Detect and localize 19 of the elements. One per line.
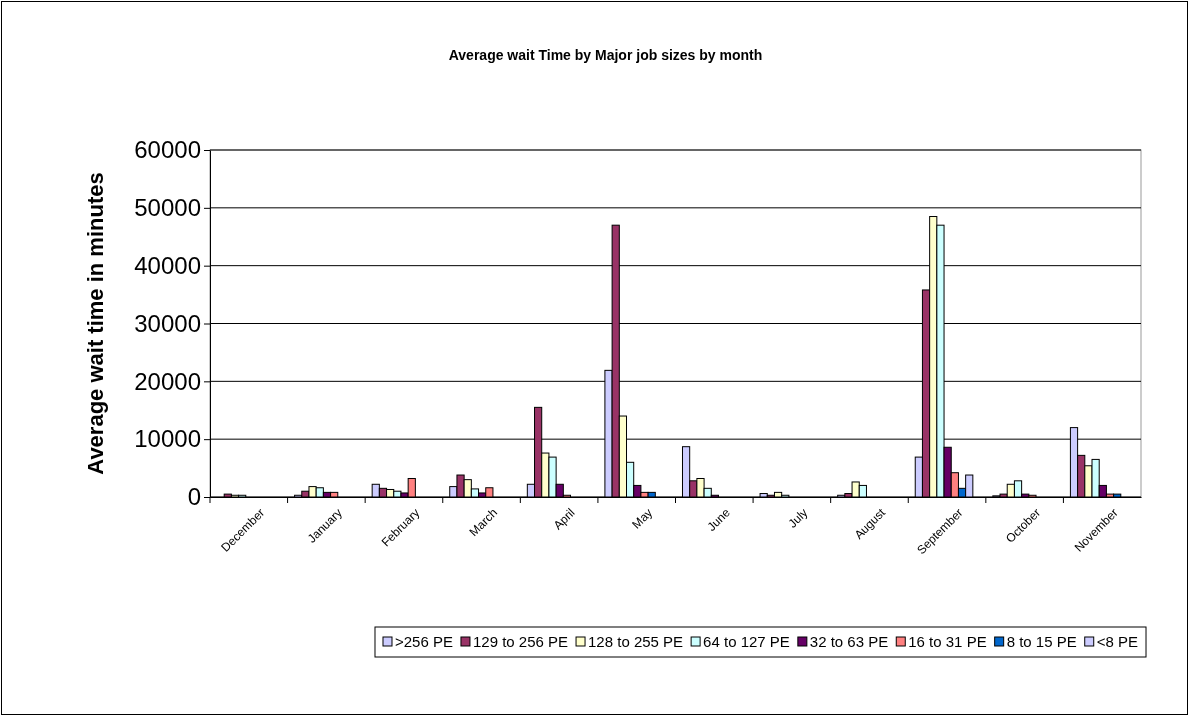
- legend-label: 64 to 127 PE: [703, 633, 790, 650]
- y-tick-label: 10000: [134, 425, 201, 453]
- legend-label: 32 to 63 PE: [809, 633, 889, 650]
- chart-title: Average wait Time by Major job sizes by month: [448, 47, 763, 63]
- legend-label: <8 PE: [1096, 633, 1139, 650]
- y-tick-label: 40000: [134, 251, 201, 279]
- x-tick-label: July: [785, 505, 811, 531]
- y-tick-label: 50000: [134, 194, 201, 222]
- x-tick-label: May: [629, 505, 656, 532]
- legend-label: 128 to 255 PE: [588, 633, 684, 650]
- legend-label: 8 to 15 PE: [1006, 633, 1077, 650]
- legend-label: 16 to 31 PE: [908, 633, 987, 650]
- y-tick-label: 60000: [134, 136, 201, 164]
- y-axis-title: Average wait time in minutes: [83, 172, 108, 475]
- y-tick-label: 30000: [134, 309, 201, 337]
- y-tick-label: 0: [187, 483, 201, 511]
- legend-label: >256 PE: [394, 633, 453, 650]
- y-tick-label: 20000: [134, 367, 201, 395]
- legend-label: 129 to 256 PE: [472, 633, 569, 650]
